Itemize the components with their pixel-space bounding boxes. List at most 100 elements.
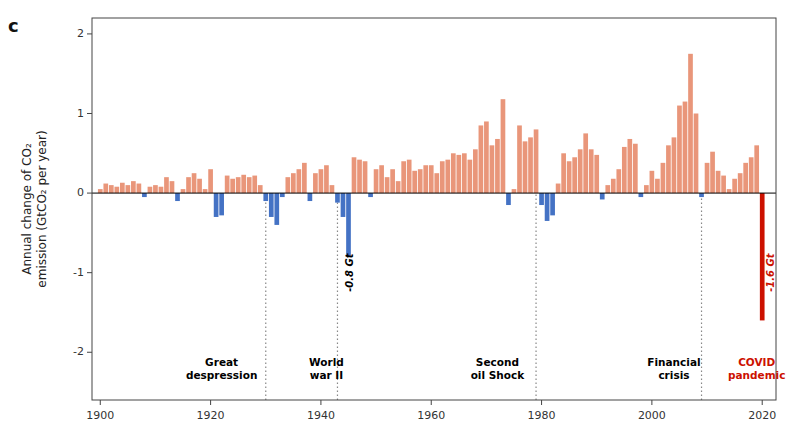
x-tick-label: 1980 bbox=[528, 409, 556, 422]
bar bbox=[661, 163, 666, 193]
bar bbox=[324, 165, 329, 193]
x-tick bbox=[762, 400, 763, 405]
bar bbox=[616, 169, 621, 193]
bar bbox=[120, 183, 125, 193]
bar bbox=[164, 177, 169, 193]
bar bbox=[611, 179, 616, 193]
bar bbox=[589, 149, 594, 193]
bar bbox=[721, 176, 726, 194]
bar bbox=[622, 147, 627, 193]
value-annotation: -0.8 Gt bbox=[344, 252, 355, 292]
y-tick bbox=[87, 113, 92, 114]
bar bbox=[528, 137, 533, 193]
bar bbox=[672, 137, 677, 193]
bar bbox=[363, 161, 368, 193]
annotation-line: despression bbox=[186, 369, 258, 381]
bar bbox=[666, 145, 671, 193]
bar bbox=[181, 189, 186, 193]
bar bbox=[655, 179, 660, 193]
x-tick-label: 1960 bbox=[417, 409, 445, 422]
bar bbox=[126, 185, 131, 193]
bar bbox=[390, 169, 395, 193]
bar bbox=[297, 169, 302, 193]
y-tick-label: -2 bbox=[73, 345, 84, 358]
bar bbox=[710, 152, 715, 193]
plot-area bbox=[98, 54, 765, 400]
bar bbox=[186, 177, 191, 193]
bar bbox=[738, 173, 743, 193]
bar bbox=[644, 185, 649, 193]
annotation: Secondoil Shock bbox=[471, 356, 526, 381]
bar bbox=[556, 184, 561, 194]
annotation-line: COVID bbox=[738, 356, 775, 368]
bar bbox=[285, 177, 290, 193]
bar bbox=[506, 193, 511, 205]
bar bbox=[263, 193, 268, 201]
bar bbox=[291, 173, 296, 193]
bar bbox=[407, 160, 412, 193]
bar bbox=[479, 125, 484, 193]
bar bbox=[594, 155, 599, 193]
bar bbox=[523, 141, 528, 193]
y-tick-label: -1 bbox=[73, 266, 84, 279]
bar bbox=[346, 193, 351, 257]
bar bbox=[743, 163, 748, 193]
bar bbox=[429, 165, 434, 193]
x-tick bbox=[100, 400, 101, 405]
annotation-line: war II bbox=[310, 369, 343, 381]
bar bbox=[627, 139, 632, 193]
annotation: Greatdespression bbox=[186, 356, 258, 381]
annotation-line: crisis bbox=[658, 369, 689, 381]
bar bbox=[694, 114, 699, 194]
bar bbox=[103, 184, 108, 194]
bar bbox=[274, 193, 279, 225]
y-tick bbox=[87, 352, 92, 353]
bar bbox=[600, 193, 605, 199]
bar bbox=[170, 181, 175, 193]
annotation-line: Second bbox=[476, 356, 519, 368]
y-tick-label: 0 bbox=[77, 186, 84, 199]
bar bbox=[357, 160, 362, 193]
bar bbox=[368, 193, 373, 197]
bar bbox=[545, 193, 550, 221]
y-tick-label: 2 bbox=[77, 27, 84, 40]
bar bbox=[153, 185, 158, 193]
bar bbox=[534, 129, 539, 193]
bar bbox=[131, 181, 136, 193]
bar bbox=[208, 169, 213, 193]
bar bbox=[434, 173, 439, 193]
annotation-line: Financial bbox=[647, 356, 700, 368]
bar bbox=[561, 153, 566, 193]
bar bbox=[214, 193, 219, 217]
bar bbox=[512, 189, 517, 193]
bar bbox=[683, 102, 688, 194]
bar bbox=[727, 189, 732, 193]
bar bbox=[98, 189, 103, 193]
annotation-line: World bbox=[309, 356, 344, 368]
bar bbox=[490, 145, 495, 193]
bar bbox=[716, 171, 721, 193]
y-tick-label: 1 bbox=[77, 107, 84, 120]
bar bbox=[754, 145, 759, 193]
bar bbox=[501, 99, 506, 193]
bar bbox=[440, 161, 445, 193]
annotation-line: Great bbox=[205, 356, 238, 368]
annotation: COVIDpandemic bbox=[728, 356, 785, 381]
bar bbox=[114, 187, 119, 193]
bar bbox=[451, 153, 456, 193]
bar bbox=[302, 163, 307, 193]
bar bbox=[578, 149, 583, 193]
bar bbox=[705, 163, 710, 193]
bar bbox=[699, 193, 704, 197]
bar bbox=[142, 193, 147, 197]
plot-frame bbox=[92, 18, 776, 400]
bar bbox=[247, 177, 252, 193]
bar bbox=[197, 179, 202, 193]
bar bbox=[749, 157, 754, 193]
y-tick bbox=[87, 193, 92, 194]
bar bbox=[374, 169, 379, 193]
x-tick bbox=[320, 400, 321, 405]
bar bbox=[159, 187, 164, 193]
annotation-line: pandemic bbox=[728, 369, 785, 381]
bar bbox=[484, 121, 489, 193]
